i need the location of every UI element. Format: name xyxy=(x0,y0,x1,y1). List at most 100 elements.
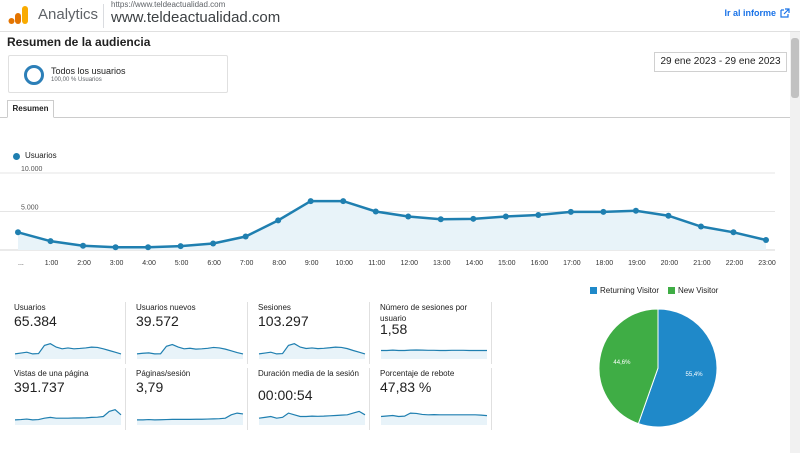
metric-sparkline xyxy=(380,412,488,425)
metric-card[interactable]: Número de sesiones por usuario 1,58 xyxy=(380,302,492,364)
x-tick-label: 12:00 xyxy=(400,260,418,267)
metric-sparkline xyxy=(258,343,366,359)
metric-card[interactable]: Páginas/sesión 3,79 xyxy=(136,368,248,430)
property-selector[interactable]: www.teldeactualidad.com xyxy=(111,9,281,26)
metric-label: Vistas de una página xyxy=(14,369,89,378)
metric-value: 3,79 xyxy=(136,379,164,395)
x-tick-label: 20:00 xyxy=(661,260,679,267)
vertical-scrollbar[interactable] xyxy=(790,32,800,453)
property-url: https://www.teldeactualidad.com xyxy=(111,0,226,9)
data-point[interactable] xyxy=(567,208,574,215)
page-title: Resumen de la audiencia xyxy=(7,35,151,49)
data-point[interactable] xyxy=(80,242,87,249)
x-tick-label: 2:00 xyxy=(77,260,91,267)
data-point[interactable] xyxy=(340,198,347,205)
metric-sparkline xyxy=(381,349,487,359)
metric-value: 1,58 xyxy=(380,321,408,337)
data-point[interactable] xyxy=(210,240,217,247)
pie-slice-new[interactable] xyxy=(598,308,659,425)
metric-sparkline xyxy=(137,412,244,425)
series-legend-label[interactable]: Usuarios xyxy=(25,151,57,160)
data-point[interactable] xyxy=(145,244,152,251)
brand-name: Analytics xyxy=(38,6,99,23)
data-point[interactable] xyxy=(665,212,672,219)
metric-value: 00:00:54 xyxy=(258,387,313,403)
x-tick-label: 7:00 xyxy=(240,260,254,267)
x-tick-label: 8:00 xyxy=(272,260,286,267)
metric-value: 65.384 xyxy=(14,313,57,329)
go-to-report-link[interactable]: Ir al informe xyxy=(724,8,776,18)
data-point[interactable] xyxy=(15,229,21,236)
analytics-logo-icon[interactable] xyxy=(8,5,30,25)
new-visitor-label: New Visitor xyxy=(678,286,719,295)
segment-card[interactable]: Todos los usuarios 100,00 % Usuarios xyxy=(8,55,228,93)
x-tick-label: 3:00 xyxy=(110,260,124,267)
data-point[interactable] xyxy=(763,236,769,243)
pie-legend-returning[interactable]: Returning Visitor xyxy=(590,286,659,295)
data-point[interactable] xyxy=(275,217,282,224)
data-point[interactable] xyxy=(632,207,639,214)
segment-circle-icon xyxy=(24,65,44,85)
data-point[interactable] xyxy=(177,243,184,250)
metric-sparkline xyxy=(258,410,366,425)
data-point[interactable] xyxy=(307,198,314,205)
metric-card[interactable]: Duración media de la sesión 00:00:54 xyxy=(258,368,370,430)
data-point[interactable] xyxy=(372,208,379,215)
date-range-picker[interactable]: 29 ene 2023 - 29 ene 2023 xyxy=(654,52,787,72)
x-tick-label: 11:00 xyxy=(368,260,385,267)
metric-card[interactable]: Sesiones 103.297 xyxy=(258,302,370,364)
metric-value: 47,83 % xyxy=(380,379,432,395)
x-tick-label: 17:00 xyxy=(563,260,581,267)
metric-card[interactable]: Porcentaje de rebote 47,83 % xyxy=(380,368,492,430)
x-tick-label: 23:00 xyxy=(758,260,776,267)
x-tick-label: 14:00 xyxy=(466,260,484,267)
pie-legend-new[interactable]: New Visitor xyxy=(668,286,718,295)
area-fill xyxy=(18,201,766,250)
x-tick-label: 10:00 xyxy=(335,260,353,267)
metric-card[interactable]: Usuarios nuevos 39.572 xyxy=(136,302,248,364)
data-point[interactable] xyxy=(242,233,249,240)
data-point[interactable] xyxy=(697,223,704,230)
data-point[interactable] xyxy=(600,208,607,215)
tab-resumen[interactable]: Resumen xyxy=(7,100,54,118)
new-visitor-swatch xyxy=(668,287,675,295)
x-tick-label: ... xyxy=(18,260,24,267)
users-line-chart[interactable]: 10.000 5.000... 1:00 2:00 3:00 4:00 5:00 6:00 7:… xyxy=(0,165,790,270)
metric-label: Sesiones xyxy=(258,303,291,312)
metric-sparkline xyxy=(14,343,122,359)
data-point[interactable] xyxy=(405,213,412,220)
x-tick-label: 22:00 xyxy=(726,260,744,267)
metric-sparkline xyxy=(14,409,122,425)
y-tick-label: 5.000 xyxy=(21,205,39,212)
data-point[interactable] xyxy=(535,211,542,218)
x-tick-label: 9:00 xyxy=(305,260,319,267)
x-tick-label: 4:00 xyxy=(142,260,156,267)
metric-label: Duración media de la sesión xyxy=(258,369,359,378)
external-link-icon[interactable] xyxy=(780,8,790,18)
data-point[interactable] xyxy=(730,229,737,236)
x-tick-label: 5:00 xyxy=(175,260,189,267)
series-line xyxy=(17,199,767,249)
x-tick-label: 18:00 xyxy=(596,260,614,267)
metric-label: Páginas/sesión xyxy=(136,369,191,378)
data-point[interactable] xyxy=(502,213,509,220)
visitor-type-pie-chart[interactable]: 55,4% 44,6% xyxy=(596,306,720,430)
data-point[interactable] xyxy=(437,216,444,223)
x-tick-label: 1:00 xyxy=(45,260,59,267)
tab-divider xyxy=(0,117,790,118)
x-tick-label: 19:00 xyxy=(628,260,646,267)
metric-card[interactable]: Usuarios 65.384 xyxy=(14,302,126,364)
metric-card[interactable]: Vistas de una página 391.737 xyxy=(14,368,126,430)
data-point[interactable] xyxy=(470,215,477,222)
data-point[interactable] xyxy=(112,244,119,251)
metric-label: Usuarios xyxy=(14,303,46,312)
metric-sparkline xyxy=(136,343,244,359)
returning-visitor-swatch xyxy=(590,287,597,295)
pie-slice-label: 55,4% xyxy=(686,372,704,378)
header-divider xyxy=(103,4,104,28)
segment-name: Todos los usuarios xyxy=(51,66,126,76)
x-tick-label: 13:00 xyxy=(433,260,451,267)
scrollbar-thumb[interactable] xyxy=(791,38,799,98)
data-point[interactable] xyxy=(47,238,54,245)
metric-value: 391.737 xyxy=(14,379,65,395)
